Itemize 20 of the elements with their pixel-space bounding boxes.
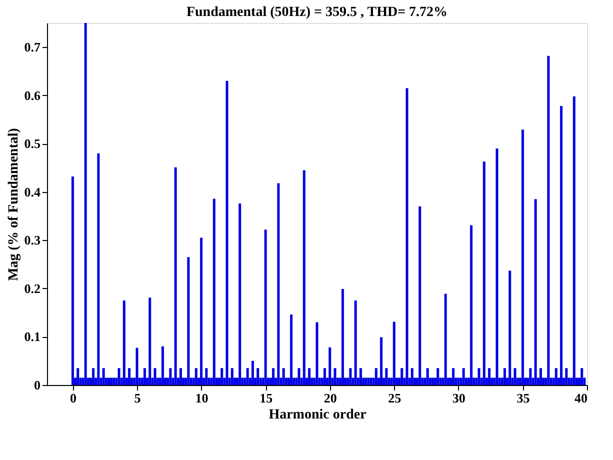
x-tick-label: 25 (388, 390, 402, 406)
y-tick-label: 0.7 (24, 40, 41, 55)
y-tick-label: 0 (34, 378, 40, 392)
y-tick-label: 0.1 (24, 329, 40, 344)
x-tick-label: 5 (134, 390, 142, 406)
x-tick-label: 30 (452, 390, 466, 406)
y-tick-label: 0.6 (24, 88, 41, 103)
x-tick-label: 20 (324, 390, 337, 406)
chart-title: Fundamental (50Hz) = 359.5 , THD= 7.72% (186, 5, 448, 20)
x-tick-label: 15 (260, 390, 274, 406)
x-tick-label: 40 (574, 390, 588, 406)
y-tick-label: 0.2 (24, 280, 40, 296)
x-axis-title: Harmonic order (268, 408, 366, 422)
x-tick-label: 10 (195, 390, 208, 406)
x-tick-label: 35 (516, 390, 530, 406)
y-axis-title: Mag (% of Fundamental) (6, 128, 22, 281)
y-tick-label: 0.5 (24, 136, 41, 152)
y-tick-label: 0.3 (24, 232, 41, 248)
x-tick-label: 0 (70, 390, 76, 406)
y-tick-label: 0.4 (24, 184, 41, 200)
